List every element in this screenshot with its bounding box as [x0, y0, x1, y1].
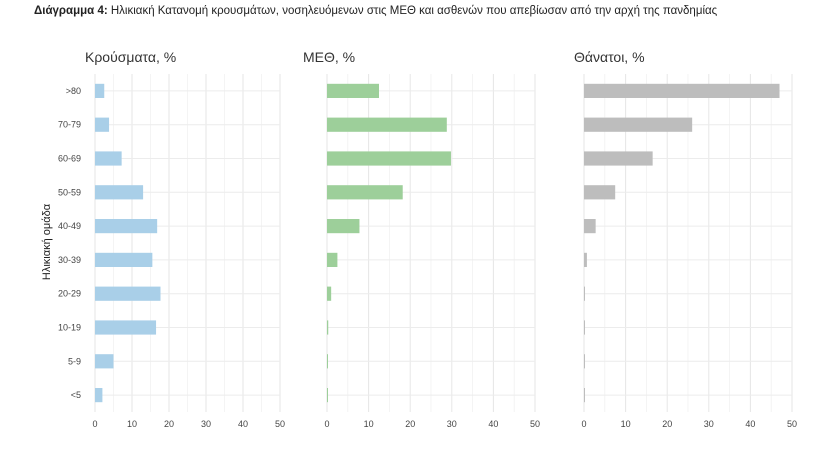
- x-tick-label: 10: [127, 419, 137, 429]
- panel-title: ΜΕΘ, %: [303, 49, 355, 65]
- category-label: 30-39: [58, 255, 81, 265]
- category-label: <5: [71, 390, 81, 400]
- bar-5-9: [95, 354, 114, 369]
- bar-60-69: [584, 151, 653, 166]
- bar-50-59: [95, 185, 144, 200]
- bar-20-29: [584, 286, 585, 301]
- x-tick-label: 40: [238, 419, 248, 429]
- category-label: 60-69: [58, 154, 81, 164]
- bar-30-39: [95, 252, 153, 267]
- bar-60-69: [327, 151, 451, 166]
- bar-10-19: [584, 320, 585, 335]
- x-tick-label: 10: [364, 419, 374, 429]
- bar-<5: [327, 388, 328, 403]
- figure-label: Διάγραμμα 4:: [34, 5, 108, 17]
- bar->80: [95, 83, 105, 98]
- bar-70-79: [95, 117, 110, 132]
- bar-70-79: [584, 117, 693, 132]
- x-tick-label: 10: [621, 419, 631, 429]
- bar-5-9: [584, 354, 585, 369]
- x-tick-label: 20: [405, 419, 415, 429]
- bar-70-79: [327, 117, 447, 132]
- bar-30-39: [584, 252, 587, 267]
- bar-10-19: [327, 320, 329, 335]
- x-tick-label: 20: [662, 419, 672, 429]
- x-tick-label: 0: [581, 419, 586, 429]
- x-tick-label: 0: [324, 419, 329, 429]
- x-tick-label: 40: [745, 419, 755, 429]
- category-label: 5-9: [68, 356, 81, 366]
- category-label: 70-79: [58, 120, 81, 130]
- category-label: >80: [66, 86, 81, 96]
- bar-30-39: [327, 252, 338, 267]
- x-tick-label: 0: [92, 419, 97, 429]
- bar-50-59: [584, 185, 616, 200]
- bar-40-49: [327, 219, 360, 234]
- x-tick-label: 30: [447, 419, 457, 429]
- x-tick-label: 50: [787, 419, 797, 429]
- bar-10-19: [95, 320, 157, 335]
- bar-<5: [584, 388, 585, 403]
- panel-title: Κρούσματα, %: [85, 49, 176, 65]
- figure-title: Διάγραμμα 4: Ηλικιακή Κατανομή κρουσμάτω…: [34, 5, 717, 17]
- bar-20-29: [327, 286, 332, 301]
- category-label: 50-59: [58, 187, 81, 197]
- bar-20-29: [95, 286, 161, 301]
- category-label: 20-29: [58, 289, 81, 299]
- bar-40-49: [95, 219, 158, 234]
- x-tick-label: 40: [488, 419, 498, 429]
- x-tick-label: 50: [275, 419, 285, 429]
- category-label: 10-19: [58, 323, 81, 333]
- category-label: 40-49: [58, 221, 81, 231]
- bar-60-69: [95, 151, 122, 166]
- bar->80: [327, 83, 379, 98]
- bar->80: [584, 83, 780, 98]
- x-tick-label: 30: [201, 419, 211, 429]
- x-tick-label: 30: [704, 419, 714, 429]
- bar-40-49: [584, 219, 596, 234]
- panel-title: Θάνατοι, %: [574, 49, 645, 65]
- bar-<5: [95, 388, 103, 403]
- x-tick-label: 20: [164, 419, 174, 429]
- x-tick-label: 50: [530, 419, 540, 429]
- bar-50-59: [327, 185, 403, 200]
- figure-title-text: Ηλικιακή Κατανομή κρουσμάτων, νοσηλευόμε…: [110, 5, 718, 17]
- bar-5-9: [327, 354, 328, 369]
